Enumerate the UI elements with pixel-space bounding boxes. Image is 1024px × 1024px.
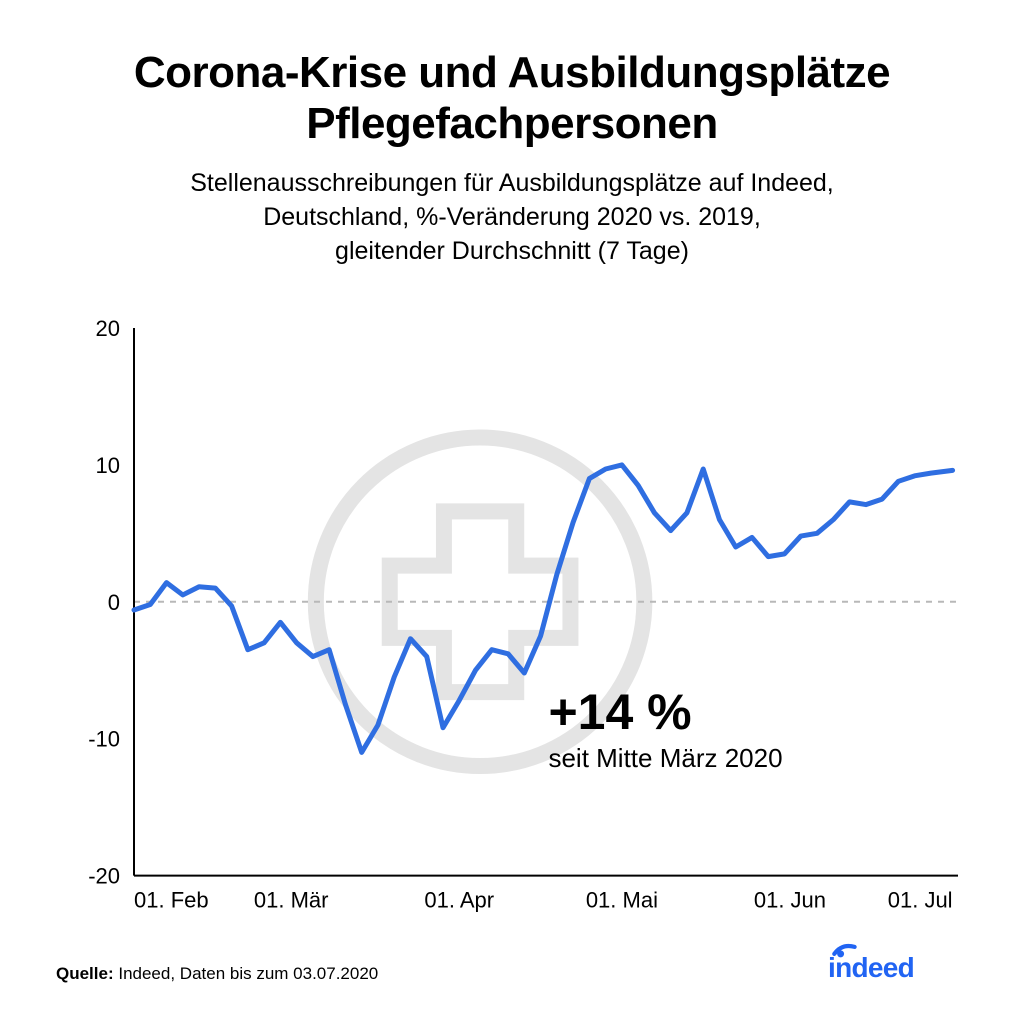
subtitle-line-2: Deutschland, %-Veränderung 2020 vs. 2019… — [263, 203, 761, 231]
chart-card: Corona-Krise und Ausbildungsplätze Pfleg… — [0, 0, 1024, 1024]
source-value: Indeed, Daten bis zum 03.07.2020 — [114, 964, 379, 983]
source-label: Quelle: — [56, 964, 114, 983]
svg-text:-10: -10 — [88, 727, 120, 752]
subtitle-line-1: Stellenausschreibungen für Ausbildungspl… — [190, 169, 834, 197]
svg-text:01. Mär: 01. Mär — [254, 888, 329, 913]
chart-area: -20 -10 0 10 20 01. Feb 01. Mär 01. Apr 01. Mai 0… — [56, 318, 968, 932]
svg-text:01. Mai: 01. Mai — [586, 888, 658, 913]
subtitle-line-3: gleitender Durchschnitt (7 Tage) — [335, 237, 689, 265]
svg-text:01. Jun: 01. Jun — [754, 888, 826, 913]
annotation-value: +14 % — [548, 687, 782, 737]
chart-annotation: +14 % seit Mitte März 2020 — [548, 687, 782, 774]
svg-text:-20: -20 — [88, 864, 120, 889]
annotation-label: seit Mitte März 2020 — [548, 743, 782, 774]
svg-text:01. Jul: 01. Jul — [888, 888, 953, 913]
svg-text:01. Apr: 01. Apr — [424, 888, 494, 913]
chart-title: Corona-Krise und Ausbildungsplätze Pfleg… — [56, 48, 968, 149]
source-text: Quelle: Indeed, Daten bis zum 03.07.2020 — [56, 964, 378, 984]
footer: Quelle: Indeed, Daten bis zum 03.07.2020… — [56, 942, 968, 984]
title-line-1: Corona-Krise und Ausbildungsplätze — [134, 48, 890, 97]
svg-text:0: 0 — [108, 590, 120, 615]
svg-text:10: 10 — [96, 453, 120, 478]
chart-subtitle: Stellenausschreibungen für Ausbildungspl… — [56, 167, 968, 268]
svg-text:20: 20 — [96, 318, 120, 341]
indeed-logo-icon: indeed — [828, 942, 968, 984]
svg-text:indeed: indeed — [828, 952, 914, 983]
title-line-2: Pflegefachpersonen — [306, 99, 718, 148]
line-chart: -20 -10 0 10 20 01. Feb 01. Mär 01. Apr 01. Mai 0… — [56, 318, 968, 932]
svg-text:01. Feb: 01. Feb — [134, 888, 209, 913]
